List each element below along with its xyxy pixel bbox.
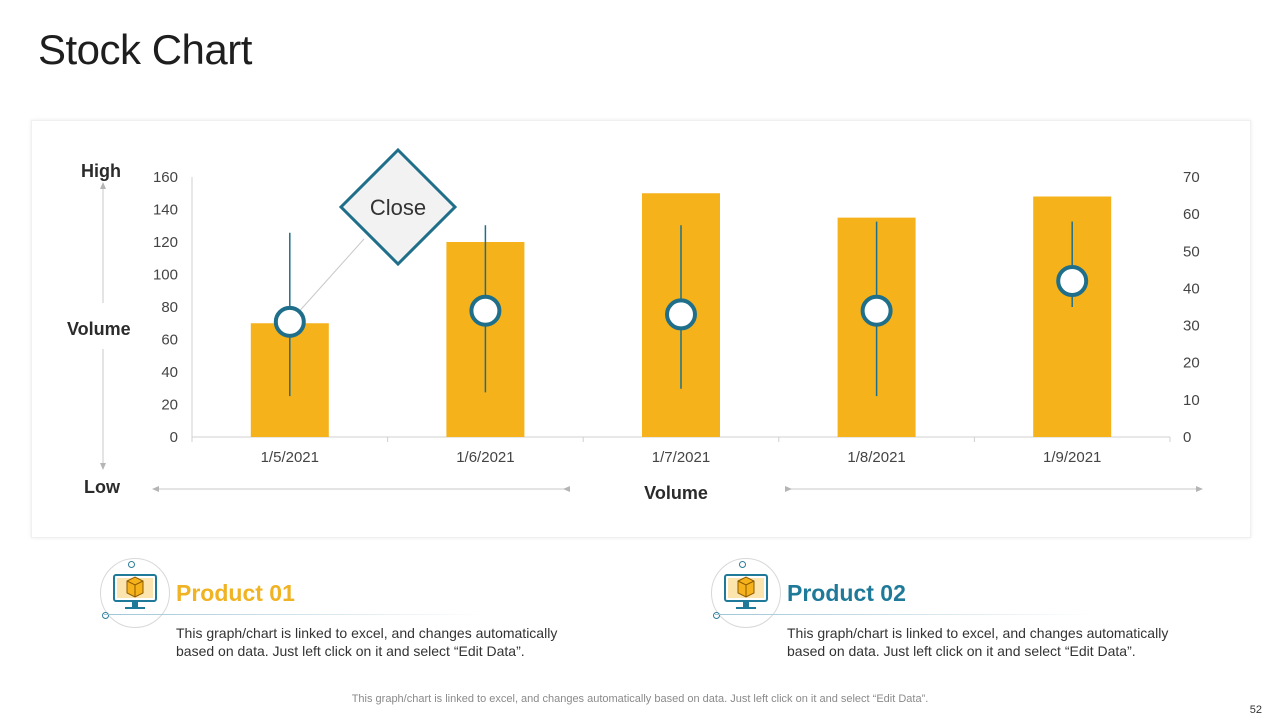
y-left-tick-label: 0 — [170, 429, 178, 446]
decorative-dot — [739, 561, 746, 568]
footer-note: This graph/chart is linked to excel, and… — [351, 693, 929, 705]
decorative-dot — [713, 612, 720, 619]
y-left-tick-label: 160 — [153, 169, 178, 186]
y-right-tick-label: 50 — [1183, 243, 1200, 260]
y-left-tick-label: 120 — [153, 234, 178, 251]
x-tick-label: 1/6/2021 — [456, 449, 514, 466]
y-right-tick-label: 70 — [1183, 169, 1200, 186]
y-right-tick-label: 60 — [1183, 206, 1200, 223]
x-tick-label: 1/8/2021 — [847, 449, 905, 466]
volume-left-label: Volume — [67, 319, 131, 339]
x-tick-label: 1/9/2021 — [1043, 449, 1101, 466]
callout-leader — [289, 238, 365, 323]
close-marker — [1056, 265, 1089, 297]
product-01-icon-circle — [100, 558, 170, 628]
product-02-card: Product 02 This graph/chart is linked to… — [711, 558, 1191, 668]
close-marker — [860, 294, 893, 327]
y-left-tick-label: 60 — [161, 332, 178, 349]
product-02-title: Product 02 — [787, 580, 906, 606]
product-01-title: Product 01 — [176, 580, 295, 606]
close-marker — [665, 298, 697, 331]
y-left-tick-label: 80 — [161, 299, 178, 316]
close-marker — [273, 305, 306, 338]
high-label: High — [81, 161, 121, 181]
x-tick-label: 1/7/2021 — [652, 449, 710, 466]
y-left-tick-label: 100 — [153, 267, 178, 284]
y-right-tick-label: 30 — [1183, 318, 1200, 335]
y-left-tick-label: 20 — [161, 397, 178, 414]
y-left-tick-label: 40 — [161, 364, 178, 381]
monitor-box-icon — [113, 574, 157, 609]
close-marker — [469, 294, 502, 327]
slide-title: Stock Chart — [38, 26, 252, 73]
product-02-icon-circle — [711, 558, 781, 628]
page-number: 52 — [1249, 704, 1262, 716]
x-axis-title: Volume — [644, 483, 708, 503]
y-right-tick-label: 40 — [1183, 280, 1200, 297]
close-callout-diamond — [338, 147, 458, 267]
decorative-dot — [128, 561, 135, 568]
y-left-tick-label: 140 — [153, 202, 178, 219]
close-callout-label: Close — [370, 195, 426, 220]
decorative-dot — [102, 612, 109, 619]
product-01-card: Product 01 This graph/chart is linked to… — [100, 558, 580, 668]
low-label: Low — [84, 477, 120, 497]
y-right-tick-label: 10 — [1183, 392, 1200, 409]
chart-panel[interactable]: 0 20 40 60 80 100 120 140 160 0 10 20 30 40 50 60 70 1/5/… — [31, 120, 1251, 538]
y-right-tick-label: 20 — [1183, 355, 1200, 372]
y-right-tick-label: 0 — [1183, 429, 1191, 446]
monitor-box-icon — [724, 574, 768, 609]
product-01-description: This graph/chart is linked to excel, and… — [176, 625, 558, 659]
product-02-description: This graph/chart is linked to excel, and… — [787, 625, 1169, 659]
stock-chart[interactable]: 0 20 40 60 80 100 120 140 160 0 10 20 30 40 50 60 70 1/5/… — [32, 121, 1250, 537]
product-01-divider — [104, 614, 484, 615]
product-02-divider — [715, 614, 1095, 615]
x-tick-label: 1/5/2021 — [261, 449, 319, 466]
